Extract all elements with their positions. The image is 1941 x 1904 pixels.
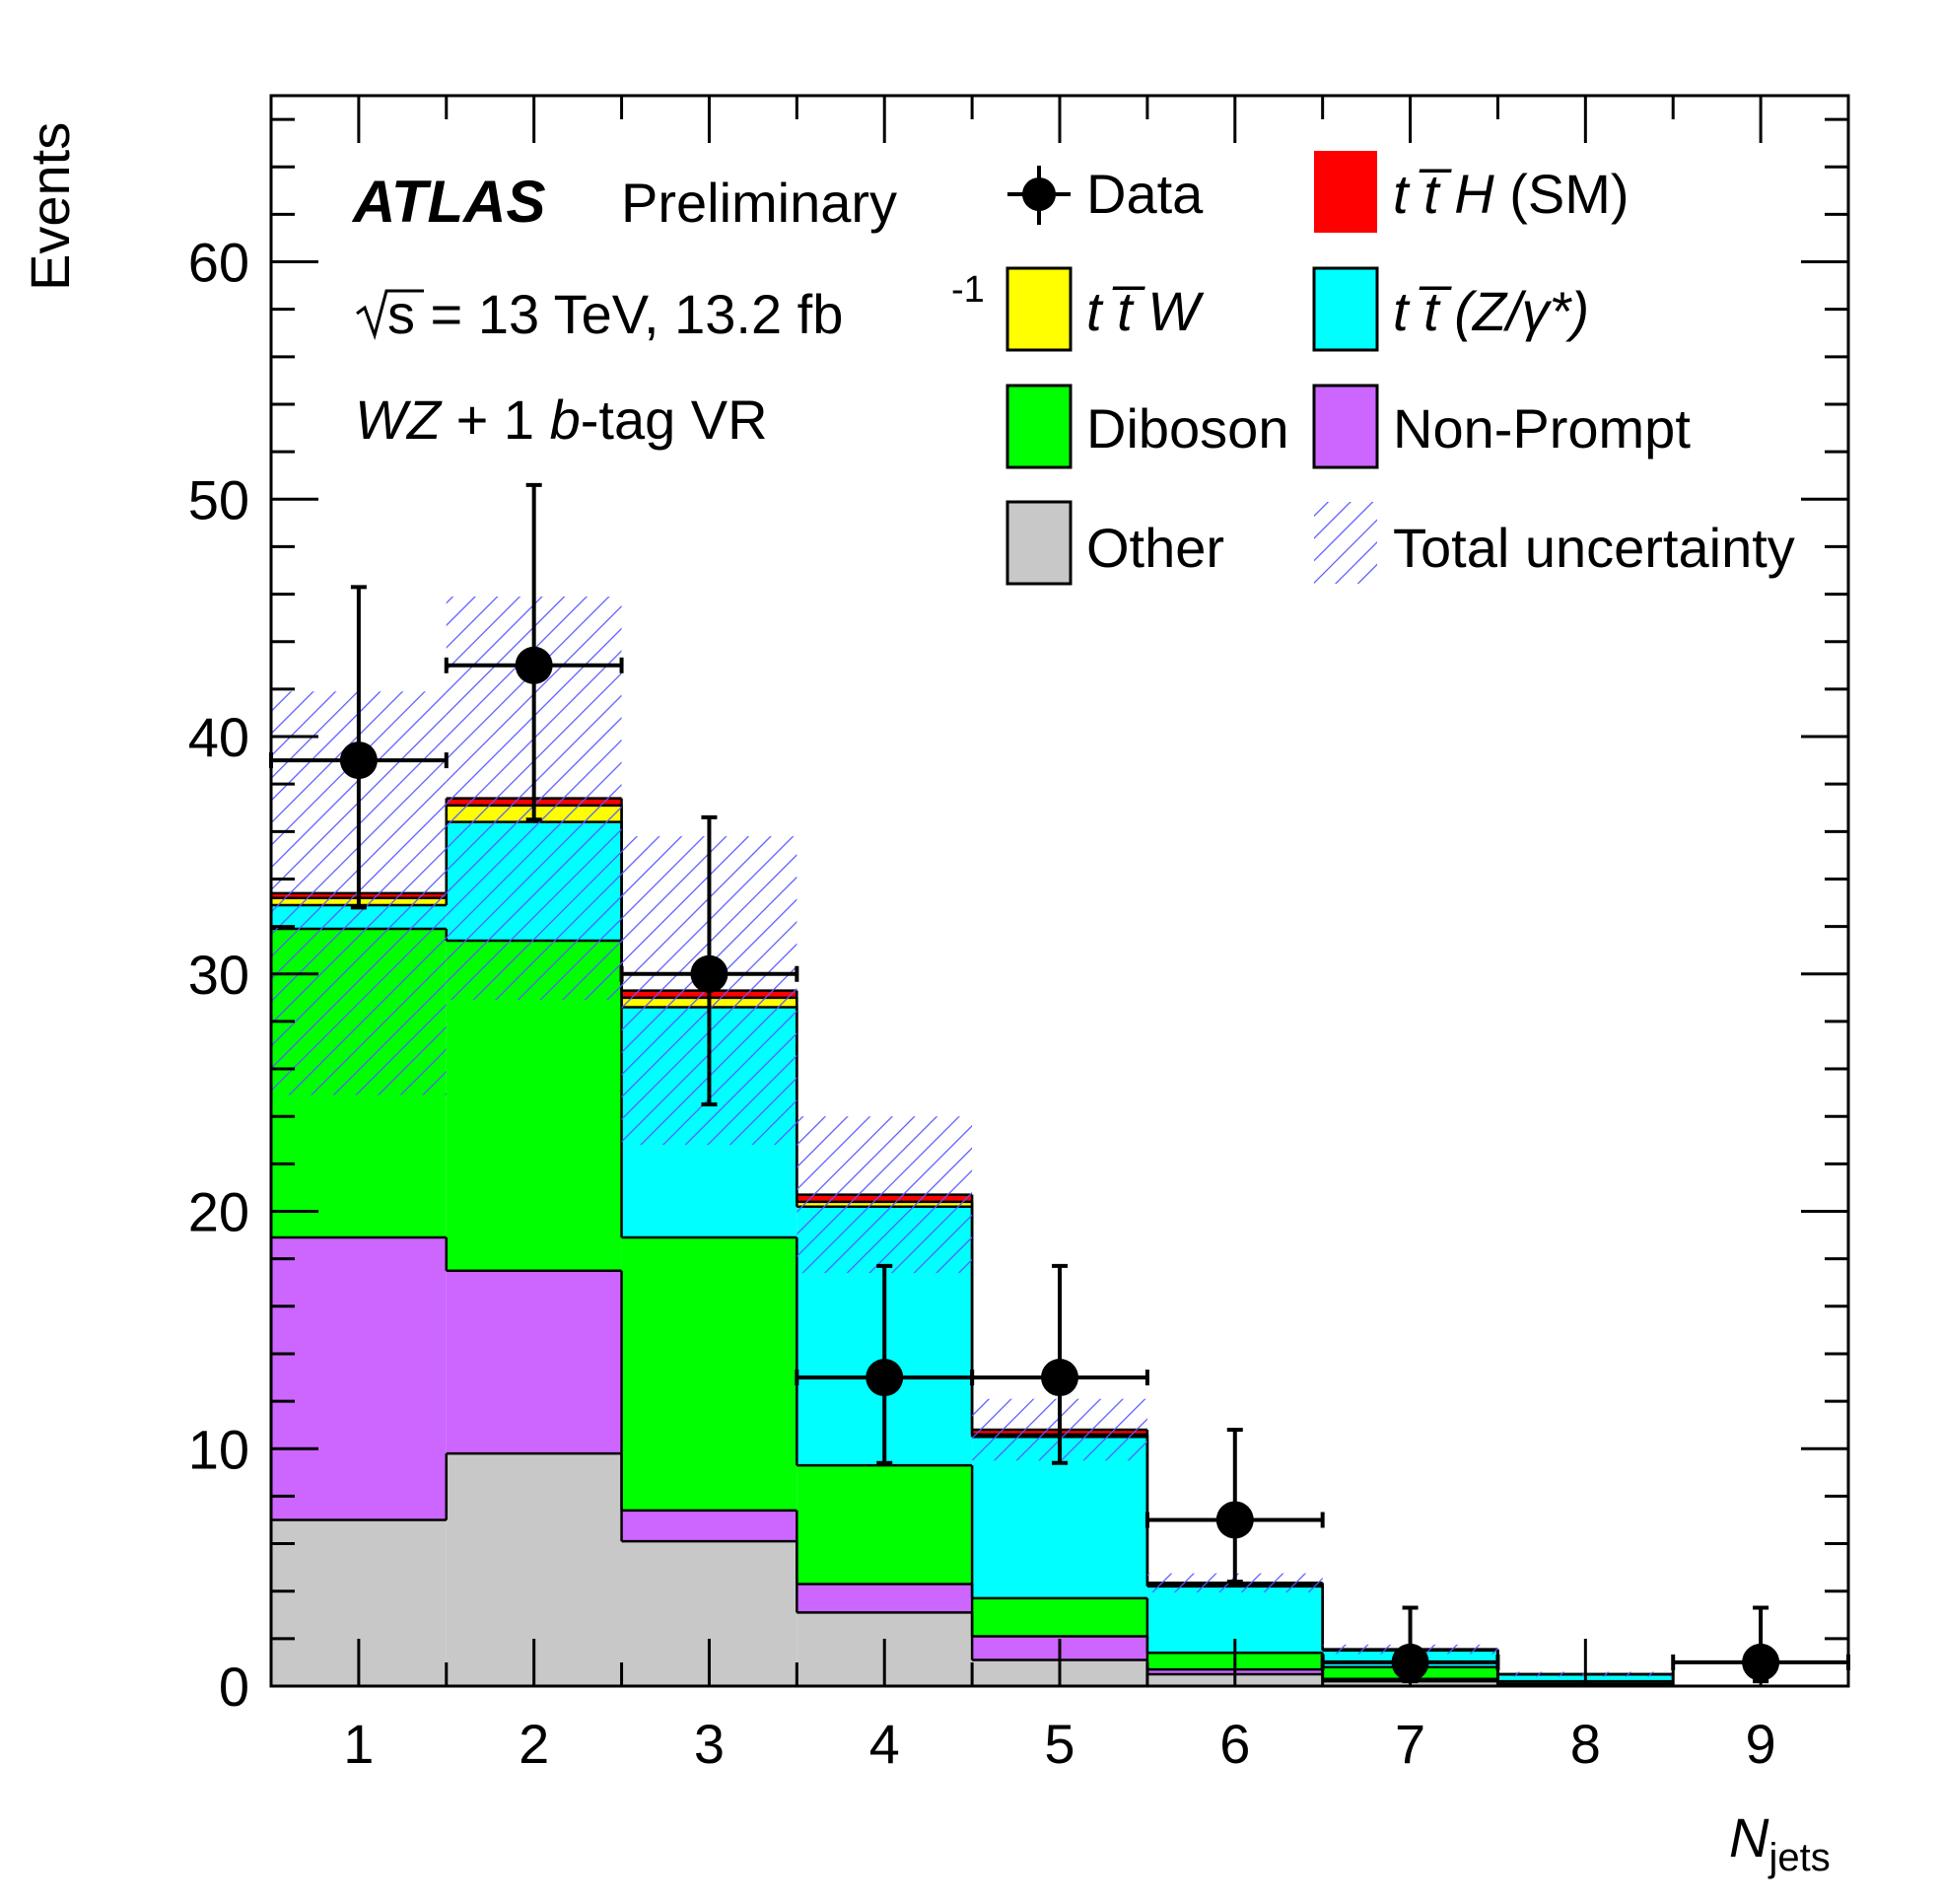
y-tick-label: 20 [188, 1181, 249, 1243]
region-label-mid: + 1 [441, 388, 550, 451]
y-tick-label: 0 [219, 1656, 249, 1718]
legend-label-data: Data [1086, 163, 1204, 225]
y-axis-title: Events [19, 122, 81, 291]
axis-tick-labels: 0 10 20 30 40 50 60 1 2 3 4 5 6 7 8 9 [188, 232, 1776, 1775]
data-point-bin-1 [269, 585, 449, 910]
x-tick-label: 6 [1219, 1713, 1250, 1775]
data-marker [515, 646, 553, 684]
bar-non-prompt-bin-4 [797, 1584, 973, 1613]
legend-entry-ttw: t t̅ W [1005, 266, 1205, 352]
atlas-label: ATLAS [351, 169, 546, 235]
axis-ticks [271, 96, 1848, 1688]
data-point-bin-6 [1144, 1427, 1325, 1585]
energy-label: s = 13 TeV, 13.2 fb [387, 283, 843, 345]
bar-non-prompt-bin-3 [621, 1510, 797, 1542]
x-tick-label: 7 [1395, 1713, 1425, 1775]
legend-entry-nonprompt: Non-Prompt [1312, 384, 1691, 469]
svg-text:t t̅ H (SM): t t̅ H (SM) [1393, 163, 1629, 225]
data-marker [339, 741, 378, 780]
legend: Data t t̅ H (SM) t t̅ W t t̅ (Z/γ*) Dibo… [1005, 151, 1795, 586]
legend-entry-other: Other [1005, 500, 1224, 586]
x-tick-label: 2 [519, 1713, 549, 1775]
x-tick-label: 1 [343, 1713, 374, 1775]
legend-entry-ttz: t t̅ (Z/γ*) [1312, 266, 1589, 352]
legend-label-uncertainty: Total uncertainty [1393, 517, 1795, 579]
data-point-bin-4 [795, 1263, 975, 1465]
atlas-preliminary: Preliminary [621, 172, 897, 234]
legend-entry-diboson: Diboson [1005, 384, 1288, 469]
data-point-bin-3 [619, 814, 799, 1107]
legend-label-ttw: t t̅ W [1086, 280, 1205, 342]
data-point-bin-5 [970, 1263, 1149, 1465]
data-marker [1041, 1359, 1078, 1397]
x-tick-label: 8 [1570, 1713, 1601, 1775]
sqrt-symbol [356, 289, 424, 341]
energy-exponent: -1 [951, 269, 985, 311]
region-label-rest: -tag VR [581, 388, 768, 451]
uncertainty-band-bin-4 [797, 1116, 973, 1274]
bar-diboson-bin-5 [972, 1597, 1147, 1637]
region-label-b: b [550, 388, 581, 451]
data-marker [1215, 1501, 1254, 1539]
legend-entry-data: Data [1007, 163, 1204, 225]
y-tick-label: 50 [188, 468, 249, 530]
bar-non-prompt-bin-2 [446, 1270, 622, 1454]
data-point-bin-2 [444, 482, 624, 822]
data-marker [866, 1359, 904, 1397]
region-label-wz: WZ [355, 388, 443, 451]
x-axis-title-sub: jets [1768, 1836, 1830, 1879]
y-tick-label: 60 [188, 232, 249, 294]
legend-entry-uncertainty: Total uncertainty [1314, 502, 1795, 584]
data-marker [690, 954, 728, 993]
x-tick-label: 4 [869, 1713, 900, 1775]
region-label: WZ + 1 b-tag VR [355, 388, 768, 451]
legend-label-other: Other [1086, 517, 1224, 579]
x-tick-label: 5 [1044, 1713, 1074, 1775]
bar-diboson-bin-4 [797, 1465, 973, 1585]
legend-label-tth-ital: t t̅ H [1393, 163, 1494, 225]
legend-label-tth-rest: (SM) [1494, 163, 1629, 225]
bar-diboson-bin-3 [621, 1236, 797, 1511]
x-tick-label: 3 [694, 1713, 725, 1775]
legend-label-ttz: t t̅ (Z/γ*) [1393, 280, 1589, 342]
x-axis-title-main: N [1729, 1806, 1769, 1869]
y-tick-label: 10 [188, 1418, 249, 1480]
y-tick-label: 40 [188, 706, 249, 768]
y-tick-label: 30 [188, 944, 249, 1006]
data-points [269, 482, 1850, 1684]
bar-non-prompt-bin-1 [271, 1236, 447, 1520]
x-tick-label: 9 [1746, 1713, 1776, 1775]
legend-entry-tth: t t̅ H (SM) [1314, 151, 1629, 233]
legend-label-nonprompt: Non-Prompt [1393, 397, 1691, 459]
x-axis-title: Njets [1729, 1806, 1831, 1879]
legend-label-diboson: Diboson [1086, 397, 1288, 459]
